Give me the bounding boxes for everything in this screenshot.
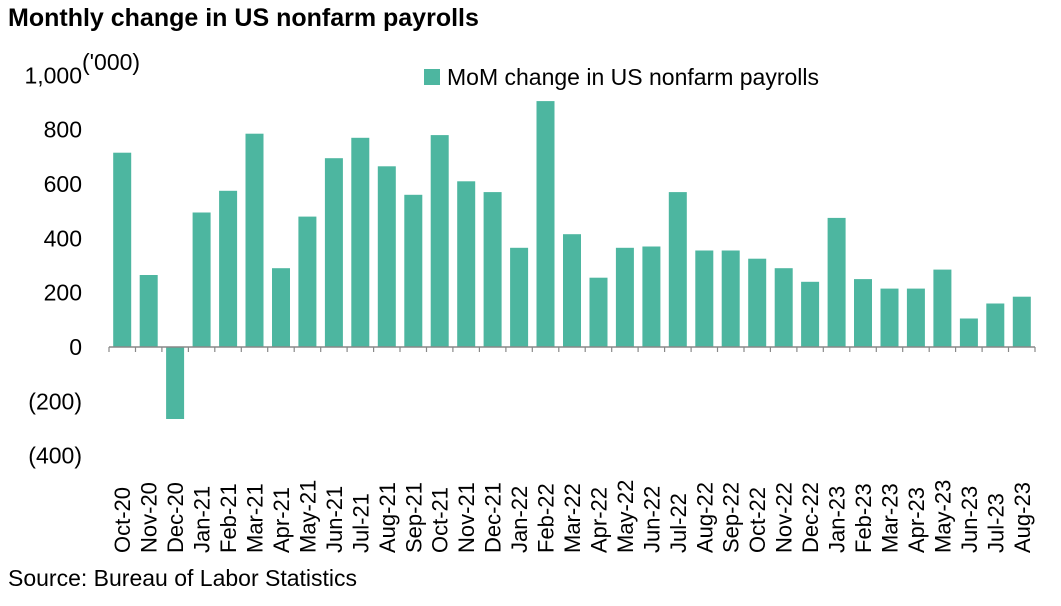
bar bbox=[668, 192, 687, 347]
legend-swatch bbox=[424, 69, 440, 85]
source-note: Source: Bureau of Labor Statistics bbox=[8, 565, 358, 591]
bar bbox=[245, 133, 264, 347]
x-tick-label: Mar-22 bbox=[560, 483, 585, 553]
x-tick-label: Feb-23 bbox=[851, 483, 876, 553]
bar bbox=[272, 268, 290, 347]
bar bbox=[351, 137, 370, 347]
bar bbox=[906, 288, 925, 347]
y-tick-label: 0 bbox=[69, 334, 82, 360]
y-tick-label: 800 bbox=[44, 117, 82, 143]
bar bbox=[748, 258, 767, 347]
x-tick-label: Aug-21 bbox=[375, 482, 400, 553]
bar bbox=[880, 288, 899, 347]
bar bbox=[563, 234, 581, 347]
x-tick-label: Jan-21 bbox=[190, 486, 215, 553]
bar bbox=[933, 269, 952, 347]
y-tick-label: 200 bbox=[44, 280, 82, 306]
bar bbox=[377, 166, 396, 347]
x-tick-label: Jun-23 bbox=[957, 486, 982, 553]
x-tick-label: Feb-21 bbox=[216, 483, 241, 553]
bar bbox=[192, 212, 211, 347]
bar bbox=[430, 135, 449, 347]
x-tick-label: May-23 bbox=[930, 480, 955, 553]
bar bbox=[589, 277, 608, 347]
x-tick-label: Aug-22 bbox=[692, 482, 717, 553]
x-axis: Oct-20 Nov-20 Dec-20 Jan-21 Feb-21 Mar-21 Apr-… bbox=[110, 480, 1035, 553]
x-tick-label: Dec-21 bbox=[481, 482, 506, 553]
bar bbox=[774, 268, 793, 347]
bar bbox=[457, 181, 476, 347]
bar bbox=[139, 275, 158, 347]
x-tick-label: Apr-23 bbox=[904, 487, 929, 553]
x-axis-tick-marks bbox=[108, 347, 1036, 352]
y-tick-label: 1,000 bbox=[24, 62, 82, 88]
x-tick-label: Jul-23 bbox=[983, 493, 1008, 553]
bar bbox=[298, 216, 317, 347]
x-tick-label: Nov-20 bbox=[137, 482, 162, 553]
x-tick-label: Nov-22 bbox=[772, 482, 797, 553]
x-tick-label: Mar-23 bbox=[878, 483, 903, 553]
y-tick-label: (200) bbox=[28, 388, 82, 414]
x-tick-label: Mar-21 bbox=[243, 483, 268, 553]
bar bbox=[615, 247, 634, 347]
legend-label: MoM change in US nonfarm payrolls bbox=[447, 64, 819, 90]
x-tick-label: Jul-22 bbox=[666, 493, 691, 553]
x-tick-label: Jan-22 bbox=[507, 486, 532, 553]
bar bbox=[642, 246, 661, 347]
x-tick-label: May-22 bbox=[613, 480, 638, 553]
chart-title: Monthly change in US nonfarm payrolls bbox=[8, 4, 479, 32]
y-tick-label: (400) bbox=[28, 443, 82, 469]
x-tick-label: Jan-23 bbox=[825, 486, 850, 553]
bar bbox=[219, 190, 238, 347]
x-tick-label: Jul-21 bbox=[348, 493, 373, 553]
y-axis-unit-label: ('000) bbox=[82, 49, 140, 75]
x-tick-label: Dec-20 bbox=[163, 482, 188, 553]
bar bbox=[404, 194, 423, 347]
bar bbox=[986, 303, 1005, 347]
x-tick-label: Sep-22 bbox=[719, 482, 744, 553]
x-tick-label: Feb-22 bbox=[534, 483, 559, 553]
y-tick-label: 400 bbox=[44, 225, 82, 251]
bar bbox=[324, 158, 343, 347]
x-tick-label: Oct-20 bbox=[110, 487, 135, 553]
legend: MoM change in US nonfarm payrolls bbox=[424, 64, 819, 90]
y-axis: 1,000 800 600 400 200 0 (200) (400) bbox=[24, 62, 82, 468]
x-tick-label: Apr-22 bbox=[587, 487, 612, 553]
bar bbox=[959, 318, 978, 347]
x-tick-label: Sep-21 bbox=[401, 482, 426, 553]
bar bbox=[854, 279, 872, 347]
bar bbox=[1012, 296, 1031, 347]
x-tick-label: May-21 bbox=[295, 480, 320, 553]
bar bbox=[721, 250, 740, 347]
bar bbox=[483, 192, 502, 347]
x-tick-label: Oct-22 bbox=[745, 487, 770, 553]
x-tick-label: Oct-21 bbox=[428, 487, 453, 553]
x-tick-label: Apr-21 bbox=[269, 487, 294, 553]
x-tick-label: Jun-21 bbox=[322, 486, 347, 553]
bar bbox=[166, 347, 185, 419]
x-tick-label: Jun-22 bbox=[639, 486, 664, 553]
bar bbox=[113, 152, 132, 347]
bar bbox=[510, 247, 529, 347]
bar bbox=[695, 250, 714, 347]
bar bbox=[536, 101, 555, 347]
bar bbox=[827, 217, 846, 347]
x-tick-label: Dec-22 bbox=[798, 482, 823, 553]
bar bbox=[801, 281, 820, 347]
y-tick-label: 600 bbox=[44, 171, 82, 197]
bar-series bbox=[113, 101, 1031, 419]
x-tick-label: Nov-21 bbox=[454, 482, 479, 553]
x-tick-label: Aug-23 bbox=[1010, 482, 1035, 553]
